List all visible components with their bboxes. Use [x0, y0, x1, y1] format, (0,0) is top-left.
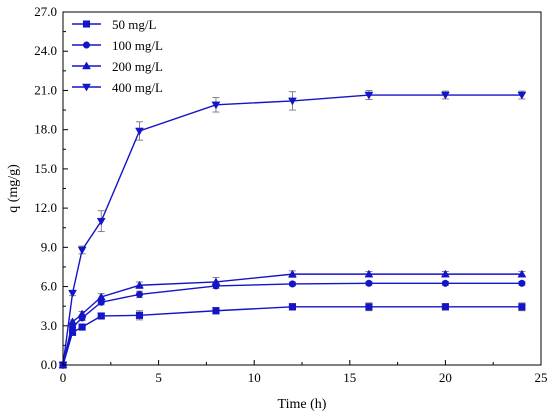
data-markers	[58, 91, 527, 370]
data-point	[518, 279, 526, 287]
legend-marker	[82, 61, 91, 70]
y-tick-label: 18.0	[34, 122, 57, 137]
data-point	[288, 97, 297, 106]
data-point	[77, 309, 87, 318]
data-point	[68, 317, 77, 326]
data-point	[441, 303, 449, 311]
data-point	[365, 279, 373, 287]
series-line-2	[62, 282, 522, 366]
y-tick-label: 27.0	[34, 4, 57, 19]
x-tick-label: 20	[439, 370, 452, 385]
series-line-1	[62, 306, 522, 366]
data-point	[135, 311, 144, 319]
x-tick-label: 10	[248, 370, 261, 385]
data-point	[135, 127, 144, 136]
legend-marker	[82, 20, 91, 28]
y-tick-label: 15.0	[34, 161, 57, 176]
data-point	[440, 269, 450, 278]
data-point	[135, 290, 144, 298]
x-tick-label: 15	[343, 370, 356, 385]
data-point	[211, 101, 221, 110]
series-lines	[62, 94, 522, 366]
data-point	[96, 292, 106, 301]
y-axis-ticks: 0.0 3.0 6.0 9.0 12.0 15.0 18.0 21.0 24.0 27.0	[34, 4, 68, 372]
x-tick-label: 25	[535, 370, 548, 385]
data-point	[517, 91, 527, 100]
data-point	[135, 280, 144, 289]
y-tick-label: 12.0	[34, 200, 57, 215]
data-point	[517, 269, 527, 278]
legend-label: 100 mg/L	[112, 38, 163, 53]
data-point	[211, 277, 221, 286]
x-tick-label: 5	[155, 370, 162, 385]
data-point	[288, 303, 296, 311]
legend-marker	[82, 41, 91, 49]
y-tick-label: 6.0	[41, 279, 57, 294]
x-tick-label: 0	[60, 370, 67, 385]
y-tick-label: 24.0	[34, 43, 57, 58]
series-line-4	[62, 94, 522, 366]
data-point	[518, 303, 526, 311]
y-tick-label: 0.0	[41, 357, 57, 372]
data-point	[441, 279, 449, 287]
data-point	[212, 307, 220, 315]
data-point	[97, 312, 105, 320]
data-point	[288, 280, 296, 288]
data-point	[78, 323, 86, 331]
x-axis-title: Time (h)	[278, 397, 327, 412]
error-bars	[69, 90, 526, 335]
y-tick-label: 3.0	[41, 318, 57, 333]
legend: 50 mg/L 100 mg/L 200 mg/L 400 mg/L	[72, 17, 163, 95]
data-point	[364, 269, 374, 278]
legend-label: 400 mg/L	[112, 80, 163, 95]
y-axis-title: q (mg/g)	[6, 164, 21, 213]
legend-label: 200 mg/L	[112, 59, 163, 74]
data-point	[96, 217, 106, 226]
data-point	[288, 269, 297, 278]
y-tick-label: 21.0	[34, 82, 57, 97]
series-line-3	[62, 273, 522, 366]
data-point	[365, 303, 373, 311]
data-point	[364, 91, 374, 100]
legend-marker	[82, 83, 91, 92]
data-point	[68, 289, 77, 298]
legend-label: 50 mg/L	[112, 17, 156, 32]
y-tick-label: 9.0	[41, 239, 57, 254]
data-point	[440, 91, 450, 100]
x-axis-ticks: 0 5 10 15 20 25	[60, 360, 548, 385]
data-point	[77, 246, 87, 255]
